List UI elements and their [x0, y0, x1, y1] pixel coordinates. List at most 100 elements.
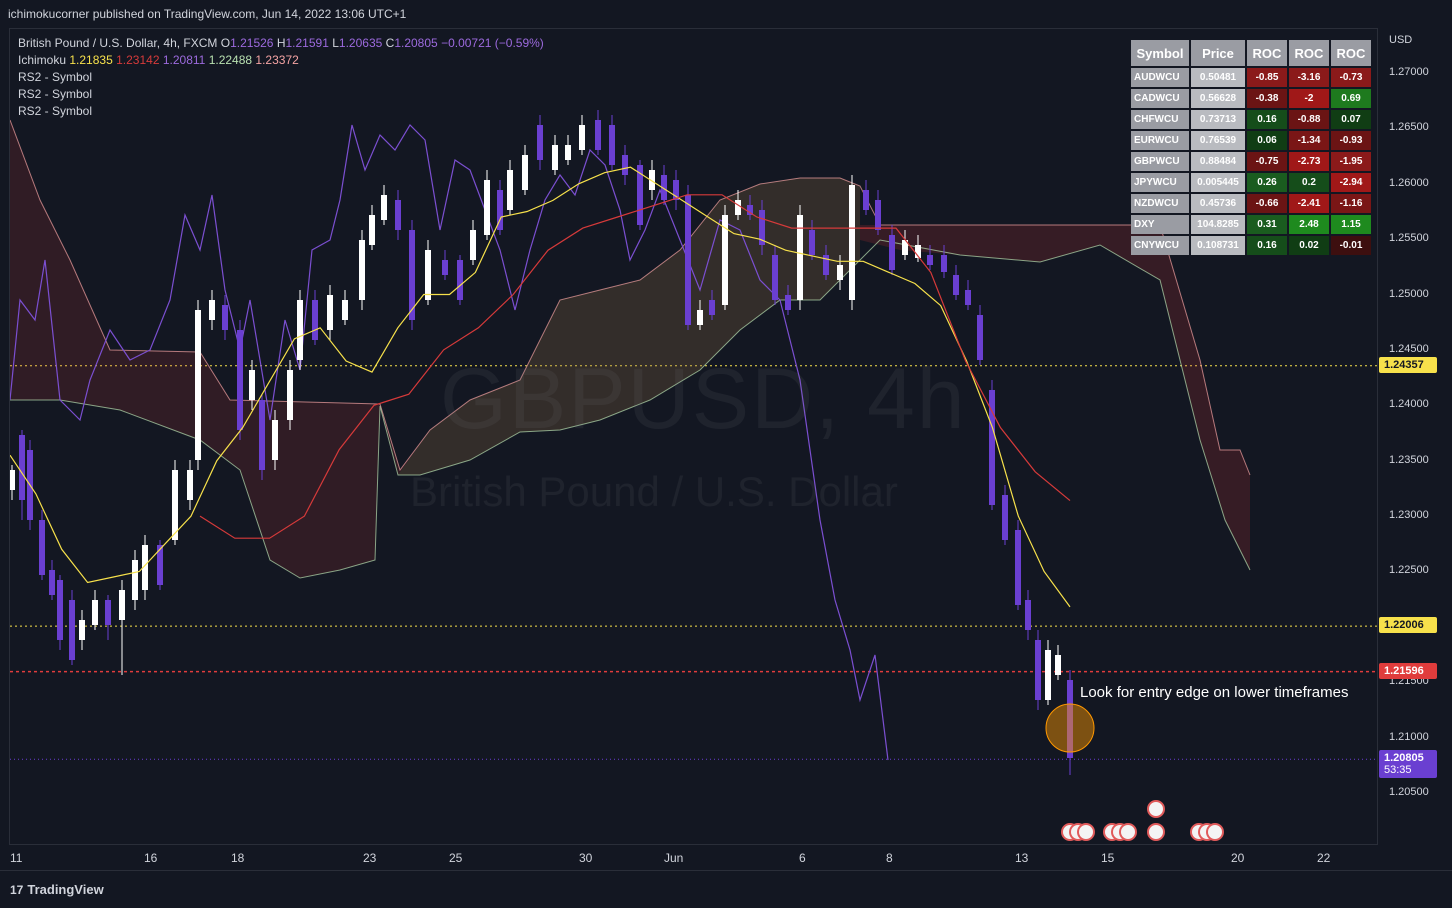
- candle-body: [889, 235, 895, 270]
- candle-body: [119, 590, 125, 620]
- price-tick-label: 1.26000: [1389, 176, 1429, 189]
- price-tick-label: 1.23500: [1389, 453, 1429, 466]
- price-tag: 1.21596: [1379, 662, 1437, 679]
- publish-info: ichimokucorner published on TradingView.…: [8, 7, 407, 21]
- candle-body: [735, 200, 741, 215]
- price-tick-label: 1.20500: [1389, 786, 1429, 798]
- price-tick-label: 1.24500: [1389, 342, 1429, 355]
- chart-frame: [9, 28, 1378, 845]
- legend-rs2-row-3[interactable]: RS2 - Symbol: [18, 104, 93, 118]
- candle-body: [195, 310, 201, 460]
- candle-body: [747, 205, 753, 215]
- time-tick-label: 13: [1015, 851, 1029, 865]
- roc-value: 0.2: [1289, 173, 1329, 192]
- roc-value: -0.88: [1289, 110, 1329, 129]
- roc-value: 0.07: [1331, 110, 1371, 129]
- roc-value: -2.41: [1289, 194, 1329, 213]
- footer-bar: 17 TradingView: [0, 870, 1452, 908]
- roc-header-roc-3: ROC: [1331, 40, 1371, 66]
- time-tick-label: 23: [363, 851, 377, 865]
- candle-body: [849, 185, 855, 300]
- candle-body: [9, 470, 15, 490]
- time-tick-label: 6: [799, 851, 806, 865]
- roc-row: CHFWCU 0.73713 0.16 -0.88 0.07: [1131, 110, 1371, 129]
- candle-body: [92, 600, 98, 625]
- candle-body: [661, 175, 667, 200]
- economic-event-icon[interactable]: [1077, 823, 1095, 841]
- price-tag-value: 1.24357: [1384, 358, 1424, 371]
- roc-symbol: EURWCU: [1131, 131, 1189, 150]
- legend-high: 1.21591: [285, 36, 329, 50]
- legend-o-label: O: [220, 36, 231, 50]
- legend-symbol-row[interactable]: British Pound / U.S. Dollar, 4h, FXCM O1…: [18, 35, 544, 52]
- candle-body: [759, 210, 765, 245]
- roc-value: 0.16: [1247, 236, 1287, 255]
- candle-body: [57, 580, 63, 640]
- roc-symbol: GBPWCU: [1131, 152, 1189, 171]
- candle-body: [1045, 650, 1051, 700]
- roc-header-roc-2: ROC: [1289, 40, 1329, 66]
- candle-body: [209, 300, 215, 320]
- candle-body: [297, 300, 303, 360]
- legend-low: 1.20635: [338, 36, 383, 50]
- roc-price: 0.50481: [1191, 68, 1245, 87]
- time-axis[interactable]: 11 16 18 23 25 30 Jun 6 8 13 15 20 22: [9, 845, 1378, 867]
- roc-value: -1.95: [1331, 152, 1371, 171]
- candle-body: [497, 190, 503, 230]
- roc-price: 104.8285: [1191, 215, 1245, 234]
- legend-rs2-row-2[interactable]: RS2 - Symbol: [18, 87, 93, 101]
- currency-label[interactable]: USD: [1389, 34, 1413, 46]
- candle-body: [823, 255, 829, 275]
- roc-symbol: DXY: [1131, 215, 1189, 234]
- roc-row: CADWCU 0.56628 -0.38 -2 0.69: [1131, 89, 1371, 108]
- legend-rs2-row-1[interactable]: RS2 - Symbol: [18, 70, 93, 84]
- candle-body: [19, 435, 25, 500]
- candle-body: [312, 300, 318, 340]
- economic-event-icon[interactable]: [1147, 823, 1165, 841]
- candle-body: [537, 125, 543, 160]
- publish-bar: ichimokucorner published on TradingView.…: [0, 0, 1452, 28]
- candle-body: [359, 240, 365, 300]
- candle-body: [927, 255, 933, 265]
- ichimoku-value-3: 1.20811: [162, 53, 206, 67]
- roc-value: -0.66: [1247, 194, 1287, 213]
- tradingview-logo[interactable]: 17 TradingView: [10, 882, 104, 897]
- candle-body: [609, 125, 615, 165]
- legend-ichimoku-row[interactable]: Ichimoku 1.21835 1.23142 1.20811 1.22488…: [18, 52, 544, 69]
- price-tag-value: 1.20805: [1384, 752, 1424, 765]
- candle-body: [381, 195, 387, 220]
- time-tick-label: 8: [886, 851, 893, 865]
- candle-body: [902, 240, 908, 255]
- economic-event-icon[interactable]: [1119, 823, 1137, 841]
- price-tick-label: 1.22500: [1389, 564, 1429, 577]
- roc-symbol: AUDWCU: [1131, 68, 1189, 87]
- price-axis[interactable]: USD 1.27000 1.26500 1.26000 1.25500 1.25000 1…: [1379, 28, 1452, 845]
- candle-body: [470, 230, 476, 260]
- roc-value: -1.16: [1331, 194, 1371, 213]
- roc-value: 0.69: [1331, 89, 1371, 108]
- price-tick-label: 1.27000: [1389, 66, 1429, 78]
- candle-body: [673, 180, 679, 200]
- legend-close: 1.20805: [394, 36, 438, 50]
- candle-body: [327, 295, 333, 330]
- ichimoku-value-4: 1.22488: [208, 53, 253, 67]
- candle-body: [79, 620, 85, 640]
- time-tick-label: 18: [231, 851, 245, 865]
- roc-value: -0.85: [1247, 68, 1287, 87]
- candle-body: [132, 560, 138, 600]
- ichimoku-value-1: 1.21835: [69, 53, 113, 67]
- roc-row: DXY 104.8285 0.31 2.48 1.15: [1131, 215, 1371, 234]
- economic-event-icon[interactable]: [1147, 800, 1165, 818]
- roc-symbol: CNYWCU: [1131, 236, 1189, 255]
- price-tick-label: 1.25500: [1389, 232, 1429, 245]
- roc-value: -2: [1289, 89, 1329, 108]
- roc-value: 0.16: [1247, 110, 1287, 129]
- watermark-name: British Pound / U.S. Dollar: [410, 468, 898, 515]
- candle-body: [649, 170, 655, 190]
- economic-event-icon[interactable]: [1206, 823, 1224, 841]
- kumo-cloud-bullish: [398, 178, 860, 475]
- roc-value: -2.94: [1331, 173, 1371, 192]
- candle-body: [157, 545, 163, 585]
- candle-body: [425, 250, 431, 300]
